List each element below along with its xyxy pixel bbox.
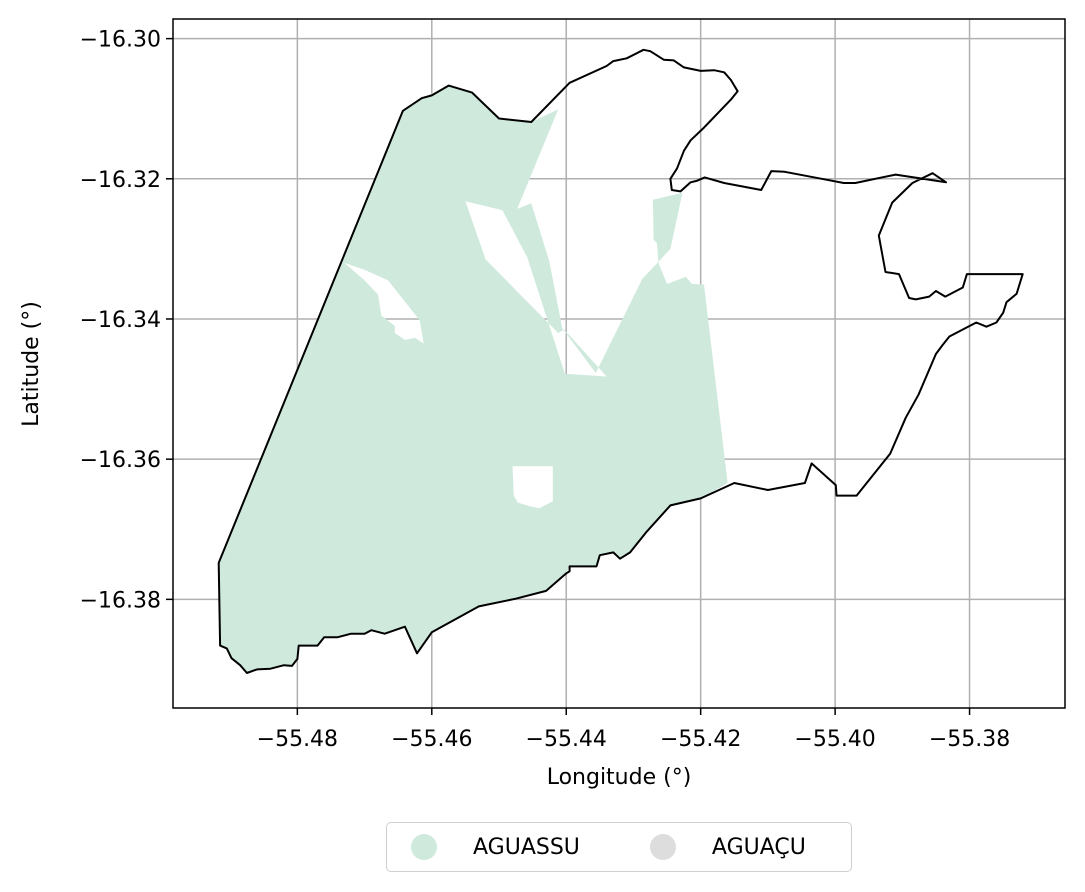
boundary-layer — [217, 48, 1024, 674]
legend-marker-aguassu — [411, 834, 437, 860]
x-tick-label: −55.46 — [391, 727, 472, 752]
x-axis-ticks: −55.48 −55.46 −55.44 −55.42 −55.40 −55.38 — [257, 708, 1010, 752]
y-tick-label: −16.38 — [80, 588, 161, 613]
y-axis-ticks: −16.30 −16.32 −16.34 −16.36 −16.38 — [80, 28, 173, 613]
aguassu-region-fill — [218, 85, 728, 674]
region-fill-layer — [218, 85, 728, 674]
plot-frame — [172, 18, 1066, 709]
x-tick-label: −55.42 — [660, 727, 741, 752]
y-axis-label: Latitude (°) — [19, 301, 44, 427]
x-axis-label: Longitude (°) — [547, 765, 692, 790]
legend-label-aguassu: AGUASSU — [473, 834, 580, 860]
y-tick-label: −16.30 — [80, 28, 161, 53]
legend-entry-aguassu: AGUASSU — [411, 823, 580, 871]
x-tick-label: −55.38 — [929, 727, 1010, 752]
legend-label-aguacu: AGUAÇU — [711, 834, 806, 860]
municipality-boundary — [217, 48, 1024, 674]
legend: AGUASSU AGUAÇU — [386, 822, 852, 872]
legend-marker-aguacu — [649, 834, 676, 860]
x-tick-label: −55.40 — [794, 727, 875, 752]
x-tick-label: −55.48 — [257, 727, 338, 752]
y-tick-label: −16.32 — [80, 168, 161, 193]
y-tick-label: −16.34 — [80, 308, 161, 333]
y-tick-label: −16.36 — [80, 448, 161, 473]
x-tick-label: −55.44 — [526, 727, 607, 752]
legend-entry-aguacu: AGUAÇU — [649, 823, 806, 871]
